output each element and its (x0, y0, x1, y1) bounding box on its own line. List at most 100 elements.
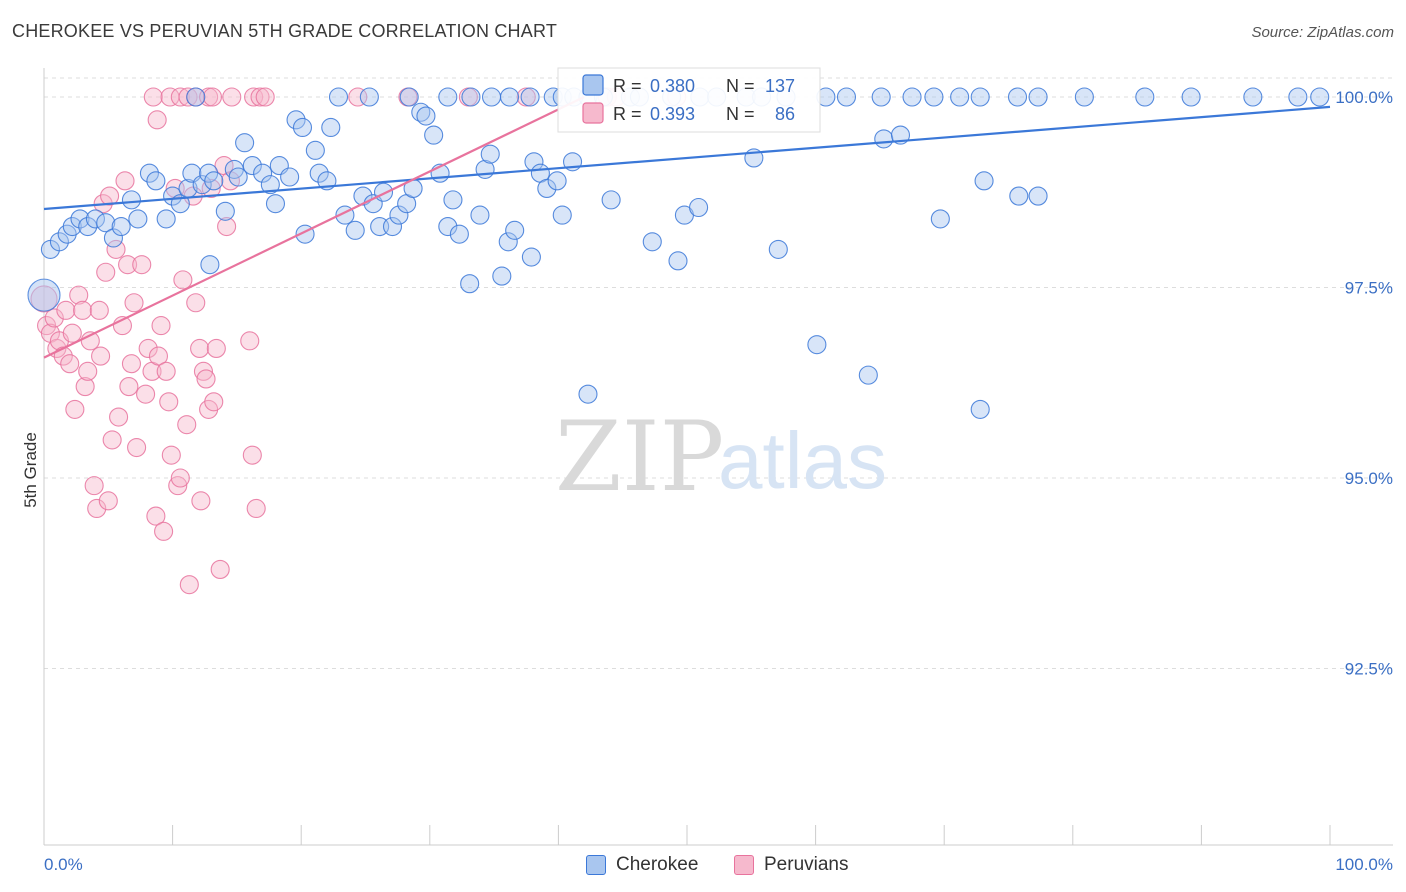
cherokee-point (768, 239, 788, 259)
peruvians-point (44, 308, 64, 328)
peruvians-point (186, 293, 206, 313)
legend-r-label-peruvians: R = (613, 104, 642, 124)
cherokee-point (874, 129, 894, 149)
peruvians-point (204, 392, 224, 412)
cherokee-point (689, 197, 709, 218)
peruvians-points (30, 87, 687, 595)
cherokee-point (438, 216, 458, 237)
legend-item-cherokee[interactable]: Cherokee (586, 852, 698, 878)
peruvians-point (84, 476, 104, 496)
peruvians-point (96, 262, 116, 282)
peruvians-point (147, 110, 167, 130)
cherokee-point (537, 178, 557, 198)
cherokee-point (280, 167, 300, 187)
cherokee-point (382, 216, 403, 237)
cherokee-point (163, 186, 183, 206)
legend-n-value-peruvians: 86 (775, 104, 795, 124)
cherokee-point (156, 209, 176, 229)
cherokee-point (1288, 87, 1308, 107)
cherokee-point (85, 209, 105, 229)
cherokee-swatch (586, 855, 606, 875)
peruvians-point (132, 255, 152, 275)
peruvians-point (62, 323, 82, 343)
peruvians-point (250, 87, 270, 107)
legend-n-label-peruvians: N = (726, 104, 755, 124)
cherokee-point (601, 190, 621, 210)
watermark-zip: ZIP (555, 401, 724, 513)
cherokee-point (49, 232, 69, 252)
y-tick-label-0: 100.0% (1335, 88, 1393, 107)
cherokee-point (328, 87, 349, 107)
cherokee-point (902, 87, 922, 107)
cherokee-point (970, 87, 990, 107)
peruvians-point (65, 399, 85, 419)
peruvians-point (56, 300, 76, 320)
cherokee-point (416, 106, 436, 126)
cherokee-point (1028, 186, 1048, 206)
peruvians-point (87, 498, 107, 519)
cherokee-point (668, 251, 688, 271)
cherokee-point (305, 140, 325, 160)
peruvians-point (202, 87, 223, 107)
cherokee-point (128, 209, 148, 229)
cherokee-point (950, 87, 970, 107)
legend-item-peruvians[interactable]: Peruvians (734, 852, 849, 878)
cherokee-point (389, 205, 409, 225)
y-tick-label-1: 97.5% (1345, 279, 1393, 298)
cherokee-point (204, 171, 224, 191)
peruvians-point (348, 87, 368, 107)
peruvians-point (106, 239, 126, 259)
y-tick-label-3: 92.5% (1345, 660, 1393, 679)
source-label: Source: ZipAtlas.com (1251, 24, 1394, 41)
peruvians-trend-line (43, 96, 585, 359)
peruvians-point (159, 392, 179, 412)
peruvians-point (91, 346, 111, 366)
y-tick-labels: 100.0% 97.5% 95.0% 92.5% (1335, 88, 1393, 679)
x-tick-label-min: 0.0% (44, 855, 83, 874)
cherokee-point (424, 125, 444, 145)
cherokee-point-large (27, 278, 61, 312)
cherokee-point (1135, 87, 1155, 107)
cherokee-point (399, 87, 419, 107)
cherokee-point (103, 228, 123, 248)
cherokee-point (321, 117, 341, 138)
cherokee-point (265, 194, 286, 214)
cherokee-point (260, 175, 280, 195)
cherokee-point (78, 216, 98, 237)
cherokee-point (461, 87, 481, 107)
y-tick-label-2: 95.0% (1345, 469, 1393, 488)
peruvians-point (109, 407, 129, 427)
peruvians-point (78, 361, 98, 381)
peruvians-point (177, 415, 197, 435)
cherokee-point (970, 399, 990, 419)
cherokee-point (521, 247, 541, 267)
cherokee-point (974, 171, 994, 191)
peruvians-point (127, 437, 147, 458)
legend-n-label-cherokee: N = (726, 76, 755, 96)
peruvians-point (121, 354, 141, 374)
cherokee-point (192, 175, 212, 195)
legend-label-cherokee: Cherokee (616, 854, 699, 875)
chart-title: CHEROKEE VS PERUVIAN 5TH GRADE CORRELATI… (12, 21, 558, 41)
peruvians-point (89, 300, 109, 320)
peruvians-point (170, 87, 190, 107)
peruvians-point (75, 377, 95, 397)
peruvians-point (178, 87, 198, 107)
cherokee-point (930, 209, 950, 229)
cherokee-point (924, 87, 944, 107)
peruvians-point (246, 498, 266, 519)
peruvians-point (124, 293, 144, 313)
cherokee-point (228, 167, 248, 187)
peruvians-point (73, 300, 93, 320)
peruvians-point (190, 338, 210, 359)
peruvians-swatch (734, 855, 754, 875)
cherokee-point (505, 220, 525, 240)
cherokee-point (470, 205, 490, 225)
cherokee-point (480, 144, 500, 164)
peruvians-point (119, 377, 139, 397)
peruvians-point (179, 575, 199, 595)
cherokee-point (242, 156, 262, 176)
cherokee-point (520, 87, 540, 107)
peruvians-point (60, 354, 80, 374)
